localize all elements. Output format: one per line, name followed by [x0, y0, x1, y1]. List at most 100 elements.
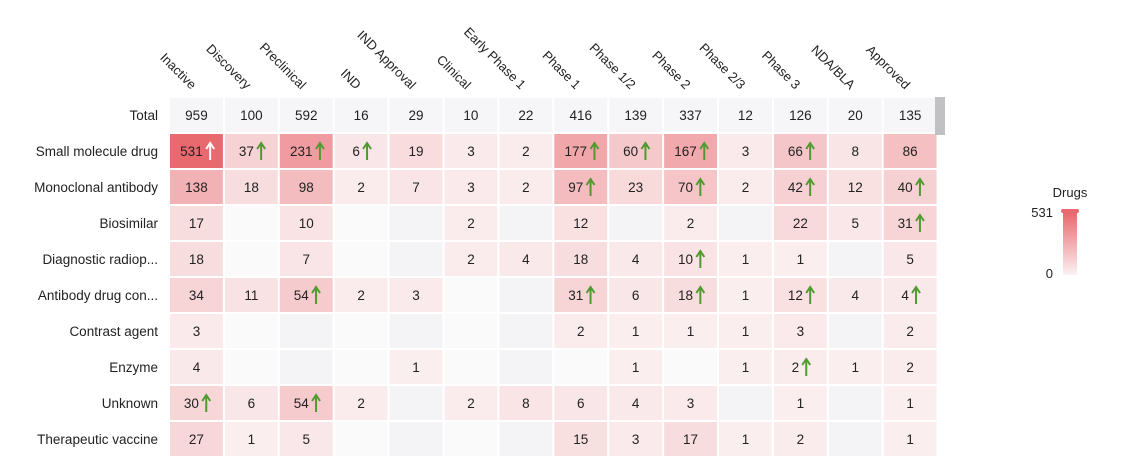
cell-value: 12	[573, 216, 588, 231]
cell-value: 1	[797, 252, 805, 267]
cell-value: 22	[518, 108, 533, 123]
row-label: Contrast agent	[69, 324, 158, 339]
heatmap-cell[interactable]	[774, 350, 827, 384]
heatmap-cell[interactable]	[499, 278, 552, 312]
cell-value: 2	[792, 360, 800, 375]
cell-value: 4	[632, 252, 640, 267]
cell-value: 3	[467, 180, 475, 195]
cell-value: 4	[632, 396, 640, 411]
heatmap-cell[interactable]	[609, 206, 662, 240]
cell-value: 70	[678, 180, 693, 195]
cell-value: 1	[851, 360, 859, 375]
cell-value: 2	[742, 180, 750, 195]
heatmap-cell[interactable]	[225, 350, 278, 384]
cell-value: 1	[742, 324, 750, 339]
heatmap-cell[interactable]	[829, 314, 882, 348]
heatmap-cell[interactable]	[445, 350, 498, 384]
cell-value: 6	[632, 288, 640, 303]
cell-value: 100	[240, 108, 263, 123]
cell-value: 1	[687, 324, 695, 339]
column-label: Inactive	[157, 50, 199, 92]
column-label: Clinical	[434, 52, 474, 92]
cell-value: 4	[193, 360, 201, 375]
cell-value: 3	[687, 396, 695, 411]
column-label: NDA/BLA	[808, 42, 858, 92]
heatmap-cell[interactable]	[499, 350, 552, 384]
scrollbar-thumb[interactable]	[935, 97, 945, 135]
heatmap-cell[interactable]	[829, 422, 882, 456]
heatmap-cell[interactable]	[335, 422, 388, 456]
heatmap-cell[interactable]	[719, 386, 772, 420]
cell-value: 18	[244, 180, 259, 195]
cell-value: 31	[568, 288, 583, 303]
heatmap-cell[interactable]	[829, 386, 882, 420]
heatmap-cell[interactable]	[280, 350, 333, 384]
cell-value: 86	[903, 144, 918, 159]
heatmap-cell[interactable]	[225, 314, 278, 348]
heatmap-cell[interactable]	[335, 242, 388, 276]
heatmap-cell[interactable]	[884, 278, 937, 312]
legend-max-marker	[1061, 209, 1079, 213]
cell-value: 18	[573, 252, 588, 267]
column-label: Phase 2/3	[696, 40, 748, 92]
heatmap-cell[interactable]	[445, 422, 498, 456]
cell-value: 3	[742, 144, 750, 159]
cell-value: 2	[357, 180, 365, 195]
cell-value: 15	[573, 432, 588, 447]
cell-value: 23	[628, 180, 643, 195]
column-label: IND	[338, 66, 364, 92]
cell-value: 10	[678, 252, 693, 267]
cell-value: 7	[302, 252, 310, 267]
cell-value: 2	[467, 396, 475, 411]
row-label: Antibody drug con...	[38, 288, 158, 303]
heatmap-cell[interactable]	[390, 206, 443, 240]
cell-value: 4	[851, 288, 859, 303]
heatmap-cell[interactable]	[499, 422, 552, 456]
cell-value: 34	[189, 288, 205, 303]
heatmap-cell[interactable]	[829, 242, 882, 276]
heatmap-cell[interactable]	[335, 206, 388, 240]
cell-value: 17	[683, 432, 698, 447]
cell-value: 592	[295, 108, 318, 123]
heatmap-cell[interactable]	[445, 314, 498, 348]
row-label: Therapeutic vaccine	[37, 432, 158, 447]
heatmap-cell[interactable]	[225, 242, 278, 276]
heatmap-cell[interactable]	[280, 314, 333, 348]
heatmap-cell[interactable]	[225, 206, 278, 240]
column-label: Preclinical	[257, 40, 310, 93]
heatmap-cell[interactable]	[499, 314, 552, 348]
heatmap-cell[interactable]	[719, 206, 772, 240]
heatmap-cell[interactable]	[445, 278, 498, 312]
heatmap-cell[interactable]	[554, 350, 607, 384]
cell-value: 8	[522, 396, 530, 411]
heatmap-cell[interactable]	[335, 314, 388, 348]
heatmap-cell[interactable]	[390, 242, 443, 276]
cell-value: 54	[294, 288, 310, 303]
cell-value: 138	[185, 180, 208, 195]
heatmap-cell[interactable]	[390, 422, 443, 456]
cell-value: 17	[189, 216, 204, 231]
cell-value: 20	[848, 108, 863, 123]
heatmap-cell[interactable]	[335, 134, 388, 168]
cell-value: 18	[189, 252, 204, 267]
cell-value: 98	[299, 180, 314, 195]
cell-value: 3	[632, 432, 640, 447]
cell-value: 3	[193, 324, 201, 339]
cell-value: 7	[412, 180, 420, 195]
cell-value: 1	[632, 324, 640, 339]
cell-value: 2	[467, 252, 475, 267]
heatmap-cell[interactable]	[335, 350, 388, 384]
cell-value: 5	[851, 216, 859, 231]
column-label: Discovery	[203, 41, 254, 92]
column-label: Phase 1/2	[587, 40, 639, 92]
heatmap-cell[interactable]	[499, 206, 552, 240]
legend-min-label: 0	[1046, 266, 1053, 281]
heatmap-cell[interactable]	[390, 386, 443, 420]
heatmap-cell[interactable]	[390, 314, 443, 348]
cell-value: 1	[906, 396, 914, 411]
cell-value: 1	[742, 252, 750, 267]
cell-value: 1	[742, 432, 750, 447]
cell-value: 12	[848, 180, 863, 195]
heatmap-cell[interactable]	[664, 350, 717, 384]
